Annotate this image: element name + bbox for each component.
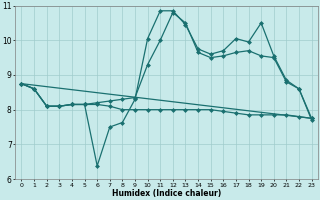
X-axis label: Humidex (Indice chaleur): Humidex (Indice chaleur) <box>112 189 221 198</box>
